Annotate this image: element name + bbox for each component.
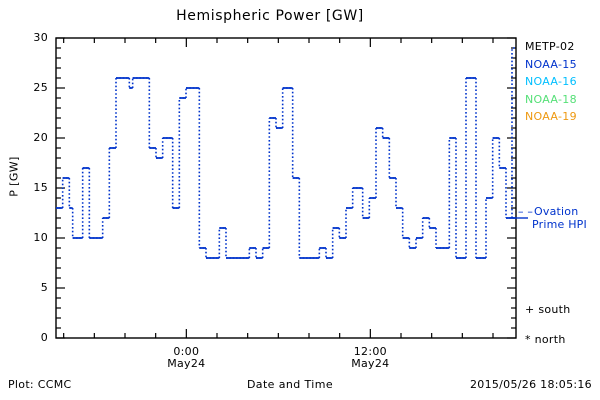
legend-item-noaa-18: NOAA-18 [525, 92, 577, 106]
plot-credit: Plot: CCMC [8, 378, 72, 391]
ovation-legend: – –Ovation Prime HPI [518, 205, 600, 231]
legend-item-metp-02: METP-02 [525, 40, 575, 53]
generation-timestamp: 2015/05/26 18:05:16 [469, 378, 592, 391]
dash-icon: – – [518, 205, 534, 218]
marker-legend-item-north: * north [525, 333, 566, 346]
marker-legend-item-south: + south [525, 303, 571, 316]
y-tick-label: 10 [33, 231, 48, 244]
x-axis-label: Date and Time [246, 378, 334, 391]
series-plateau-0 [56, 77, 516, 259]
y-tick-label: 0 [40, 331, 48, 344]
x-tick-time: 0:00 [173, 345, 200, 358]
x-axis-ticks [63, 38, 494, 338]
y-tick-label: 20 [33, 131, 48, 144]
y-tick-label: 5 [40, 281, 48, 294]
chart-title: Hemispheric Power [GW] [176, 8, 364, 24]
x-tick-date: May24 [167, 357, 206, 370]
ovation-legend-line2: Prime HPI [532, 217, 587, 231]
satellite-legend: METP-02 NOAA-15 NOAA-16 NOAA-18 NOAA-19 [525, 38, 600, 126]
legend-item-noaa-19: NOAA-19 [525, 110, 577, 123]
y-axis-ticks [56, 37, 516, 339]
axis-box [55, 37, 517, 339]
x-tick-date: May24 [351, 357, 390, 370]
y-tick-label: 30 [33, 31, 48, 44]
x-tick-label: 0:00 May24 [151, 346, 221, 370]
ovation-legend-line1: – –Ovation [518, 205, 600, 219]
series-path-0 [56, 77, 516, 259]
y-axis-label: P [GW] [7, 156, 21, 197]
y-tick-label: 15 [33, 181, 48, 194]
x-tick-label: 12:00 May24 [335, 346, 405, 370]
series-final-spike [511, 47, 515, 218]
legend-item-noaa-15: NOAA-15 [525, 57, 577, 71]
marker-legend: + south * north [525, 295, 600, 355]
x-tick-time: 12:00 [353, 345, 387, 358]
data-series-layer [56, 47, 516, 259]
ovation-legend-label1: Ovation [534, 205, 579, 218]
y-tick-label: 25 [33, 81, 48, 94]
legend-item-noaa-16: NOAA-16 [525, 75, 577, 88]
